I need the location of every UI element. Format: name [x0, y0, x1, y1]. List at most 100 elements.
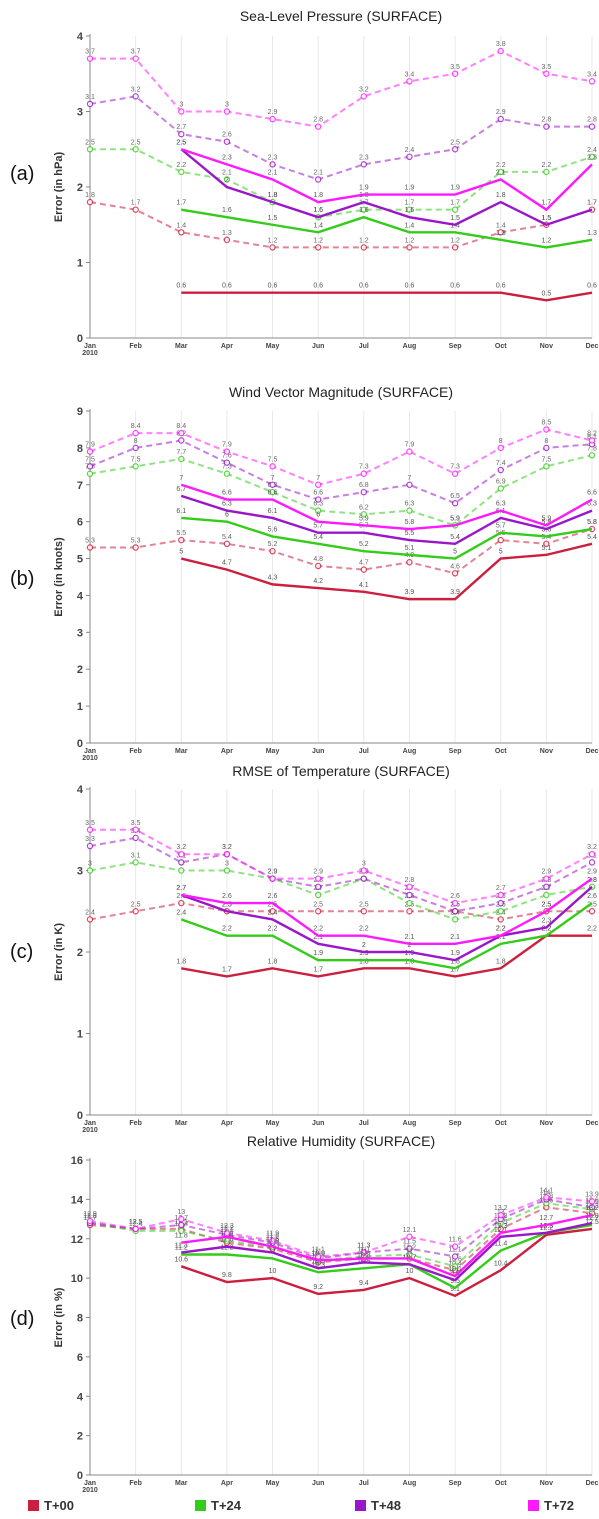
data-label: 7.3: [359, 464, 369, 471]
data-label: 0.5: [541, 290, 551, 297]
data-label: 12.5: [129, 1219, 143, 1226]
y-tick-label: 6: [77, 517, 83, 529]
data-label: 7: [408, 475, 412, 482]
data-label: 2.2: [268, 926, 278, 933]
legend-swatch-t00: [28, 1500, 39, 1511]
data-label: 1.3: [222, 230, 232, 237]
x-tick-label: Apr: [221, 343, 233, 350]
data-label: 1.9: [359, 185, 369, 192]
data-point: [223, 236, 231, 244]
data-label: 1.4: [176, 222, 186, 229]
data-label: 1.8: [268, 958, 278, 965]
y-tick-label: 6: [77, 1352, 83, 1364]
data-point: [406, 899, 413, 907]
y-tick-label: 1: [77, 258, 83, 270]
data-point: [223, 540, 231, 548]
data-point: [132, 834, 139, 842]
data-label: 10.9: [311, 1250, 325, 1257]
data-label: 11: [406, 1248, 413, 1255]
data-label: 7.5: [268, 456, 278, 463]
x-tick-label: Dec: [586, 748, 599, 755]
data-label: 5.8: [405, 519, 415, 526]
data-label: 2.6: [222, 893, 232, 900]
data-point: [178, 1215, 185, 1223]
legend-swatch-t72: [528, 1500, 539, 1511]
data-label: 1.8: [405, 958, 415, 965]
data-label: 1.4: [313, 222, 323, 229]
data-label: 1.9: [405, 185, 415, 192]
y-tick-label: 4: [77, 784, 84, 796]
data-point: [132, 463, 139, 470]
data-label: 11.8: [266, 1233, 279, 1240]
legend: T+00 T+24 T+48 T+72: [0, 1498, 599, 1518]
data-label: 11.1: [312, 1246, 325, 1253]
chart-title: Wind Vector Magnitude (SURFACE): [229, 384, 453, 400]
data-label: 10.4: [494, 1260, 508, 1267]
data-label: 1.9: [405, 950, 415, 957]
y-tick-label: 9: [77, 406, 83, 418]
data-label: 9.9: [450, 1270, 460, 1277]
data-label: 0.6: [222, 283, 232, 290]
panel-label: (b): [10, 568, 34, 590]
data-label: 7: [271, 475, 275, 482]
x-tick-label: Jun: [312, 748, 324, 755]
data-point: [132, 826, 139, 833]
data-label: 0.6: [359, 283, 369, 290]
data-label: 11.3: [175, 1243, 188, 1250]
data-label: 2.8: [313, 117, 323, 124]
data-point: [360, 161, 368, 168]
data-label: 6.5: [450, 493, 460, 500]
data-point: [543, 444, 550, 452]
data-label: 2.6: [450, 893, 460, 900]
data-point: [314, 562, 322, 570]
data-point: [314, 883, 322, 891]
data-point: [406, 1233, 413, 1240]
data-label: 5.5: [405, 530, 415, 537]
panel-label: (c): [10, 941, 33, 963]
data-label: 2.4: [85, 909, 95, 916]
data-label: 2.8: [587, 117, 597, 124]
data-label: 8: [499, 438, 503, 445]
data-label: 9.5: [450, 1278, 460, 1285]
data-label: 1.8: [359, 958, 369, 965]
data-point: [451, 899, 459, 907]
data-point: [406, 153, 413, 160]
data-point: [543, 1194, 550, 1201]
data-label: 2.9: [313, 869, 323, 876]
data-point: [86, 916, 94, 923]
data-point: [178, 130, 185, 138]
series-line-dashed-t48: [89, 95, 592, 181]
data-label: 12.5: [585, 1219, 599, 1226]
data-label: 1.6: [359, 207, 369, 214]
data-point: [86, 842, 94, 850]
data-label: 12.5: [129, 1219, 143, 1226]
series-line-dashed-t72: [89, 1196, 593, 1258]
x-tick-label: Dec: [586, 1480, 599, 1487]
data-point: [223, 138, 231, 145]
data-label: 5.8: [587, 519, 597, 526]
data-label: 11.5: [403, 1239, 416, 1246]
data-label: 12.2: [220, 1225, 234, 1232]
data-label: 6.6: [313, 490, 323, 497]
data-point: [497, 891, 504, 899]
data-label: 10.8: [357, 1252, 371, 1259]
data-label: 8: [134, 438, 138, 445]
data-label: 3.5: [85, 820, 95, 827]
data-point: [86, 100, 94, 108]
data-label: 2.4: [268, 909, 278, 916]
data-label: 0.6: [587, 283, 597, 290]
data-point: [451, 470, 459, 477]
data-label: 2.2: [541, 162, 551, 169]
data-point: [314, 176, 322, 183]
data-label: 4.3: [268, 574, 278, 581]
data-point: [406, 206, 413, 213]
data-label: 6.1: [268, 508, 278, 515]
data-label: 11.9: [266, 1231, 279, 1238]
x-tick-label: Aug: [403, 343, 417, 350]
data-label: 3.9: [405, 589, 415, 596]
data-label: 2.1: [222, 169, 232, 176]
data-label: 1.4: [496, 222, 506, 229]
data-label: 2: [408, 942, 412, 949]
y-tick-label: 4: [77, 31, 84, 43]
data-label: 2.3: [359, 154, 369, 161]
